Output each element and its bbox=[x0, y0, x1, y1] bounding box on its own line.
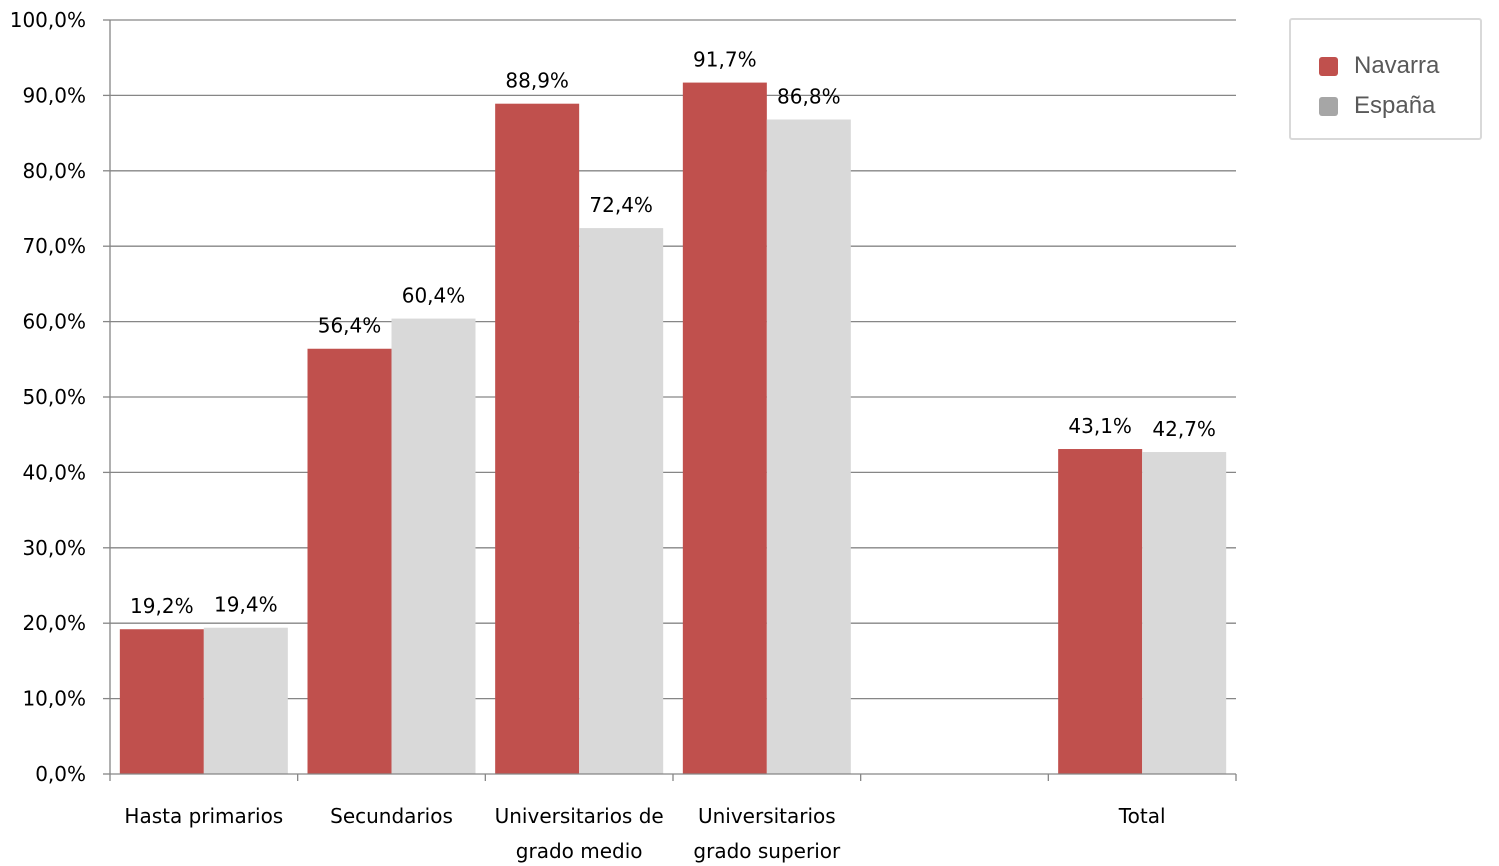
category-labels: Hasta primarios Secundarios Universitarios… bbox=[124, 804, 1165, 863]
data-label: 86,8% bbox=[777, 85, 841, 109]
bar-navarra bbox=[1058, 449, 1143, 774]
bar-navarra bbox=[682, 82, 767, 774]
legend-swatch-espana bbox=[1319, 96, 1338, 116]
y-tick-label: 0,0% bbox=[35, 762, 86, 786]
data-label: 72,4% bbox=[589, 193, 653, 217]
legend-item-espana: España bbox=[1319, 92, 1435, 120]
bar-navarra bbox=[495, 103, 580, 775]
data-label: 60,4% bbox=[402, 284, 466, 308]
gridlines bbox=[110, 19, 1236, 700]
legend-item-navarra: Navarra bbox=[1319, 52, 1439, 80]
category-label: Total bbox=[1118, 804, 1166, 828]
bar-navarra bbox=[307, 348, 392, 774]
data-label: 91,7% bbox=[693, 48, 757, 72]
y-tick-label: 100,0% bbox=[10, 8, 86, 32]
axes bbox=[103, 19, 1237, 781]
y-tick-label: 90,0% bbox=[22, 83, 86, 107]
y-tick-label: 40,0% bbox=[22, 460, 86, 484]
bar-navarra bbox=[119, 629, 204, 774]
bar-espana bbox=[1142, 452, 1227, 774]
bar-espana bbox=[579, 228, 664, 774]
category-label: grado superior bbox=[693, 839, 841, 863]
data-label: 56,4% bbox=[318, 314, 382, 338]
legend: Navarra España bbox=[1289, 18, 1482, 140]
bars bbox=[119, 82, 1227, 775]
y-tick-label: 20,0% bbox=[22, 611, 86, 635]
data-label: 19,4% bbox=[214, 593, 278, 617]
category-label: Secundarios bbox=[330, 804, 453, 828]
data-label: 88,9% bbox=[505, 69, 569, 93]
data-label: 19,2% bbox=[130, 594, 194, 618]
bar-espana bbox=[766, 119, 851, 774]
bar-espana bbox=[203, 627, 288, 774]
legend-label-espana: España bbox=[1354, 92, 1436, 119]
y-tick-label: 70,0% bbox=[22, 234, 86, 258]
legend-swatch-navarra bbox=[1319, 56, 1338, 76]
data-label: 42,7% bbox=[1152, 417, 1216, 441]
y-tick-label: 60,0% bbox=[22, 310, 86, 334]
y-tick-label: 50,0% bbox=[22, 385, 86, 409]
y-tick-label: 30,0% bbox=[22, 536, 86, 560]
category-label: Universitarios bbox=[698, 804, 836, 828]
y-tick-labels: 0,0% 10,0% 20,0% 30,0% 40,0% 50,0% 60,0% 70,0% 8… bbox=[10, 8, 86, 786]
y-tick-label: 80,0% bbox=[22, 159, 86, 183]
category-label: Universitarios de bbox=[495, 804, 664, 828]
data-labels: 19,2% 56,4% 88,9% 91,7% 43,1% 19,4% 60,4% 72,4%… bbox=[130, 48, 1216, 619]
category-label: Hasta primarios bbox=[124, 804, 283, 828]
category-label: grado medio bbox=[516, 839, 643, 863]
legend-label-navarra: Navarra bbox=[1354, 52, 1440, 79]
data-label: 43,1% bbox=[1068, 414, 1132, 438]
bar-espana bbox=[391, 318, 476, 774]
y-tick-label: 10,0% bbox=[22, 687, 86, 711]
